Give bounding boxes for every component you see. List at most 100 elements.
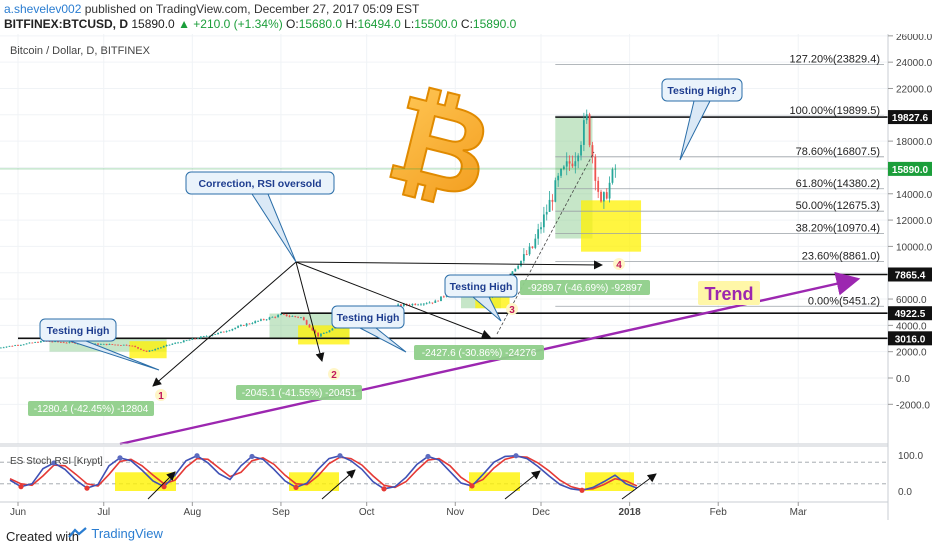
candle-body xyxy=(282,314,285,315)
candle-body xyxy=(97,343,99,345)
candle-body xyxy=(514,268,517,272)
candle-body xyxy=(300,317,302,319)
drawdown-label: -1280.4 (-42.45%) -12804 xyxy=(28,401,154,416)
candle-body xyxy=(600,191,602,202)
candle-body xyxy=(34,342,37,343)
candle-body xyxy=(137,347,139,349)
candle-body xyxy=(160,347,162,349)
indicator-axis: 0.0 100.0 xyxy=(898,451,923,498)
zone-yellow-1 xyxy=(129,341,167,359)
author-link[interactable]: a.shevelev002 xyxy=(4,2,82,16)
price-flag-bg xyxy=(888,267,932,282)
callout-box xyxy=(661,78,743,102)
rsi-tick-label: 100.0 xyxy=(898,451,923,462)
candle-body xyxy=(288,316,291,317)
indicator-name: ES Stoch RSI [Krypt] xyxy=(10,456,103,467)
chart-canvas[interactable]: 127.20%(23829.4) 100.00%(19899.5) 78.60%(1… xyxy=(0,34,932,520)
callout-text: Testing High xyxy=(337,312,400,324)
candle-body xyxy=(537,229,540,239)
symbol-line: BITFINEX:BTCUSD, D 15890.0 ▲ +210.0 (+1.… xyxy=(4,17,516,31)
brand-name: TradingView xyxy=(91,526,163,541)
candle-body xyxy=(531,246,534,248)
drawdown-marker-bg xyxy=(155,389,167,401)
candle-body xyxy=(525,254,528,255)
drawdown-marker: 3 xyxy=(506,303,518,316)
candle-body xyxy=(2,347,5,349)
fibonacci-levels: 127.20%(23829.4) 100.00%(19899.5) 78.60%(1… xyxy=(555,53,884,307)
ohlc-close-value: 15890.0 xyxy=(472,17,517,31)
price-tick-label: 14000.0 xyxy=(896,190,932,201)
candle-body xyxy=(314,330,317,333)
candle-body xyxy=(168,344,171,346)
candle-body xyxy=(151,350,154,352)
candle-body xyxy=(534,238,537,248)
candle-body xyxy=(565,161,568,167)
fib-label: 127.20%(23829.4) xyxy=(789,53,880,65)
trend-label-bg xyxy=(698,281,760,305)
drawdown-marker: 4 xyxy=(613,258,625,271)
drawdown-label-text: -2045.1 (-41.55%) -20451 xyxy=(242,388,357,399)
fib-label: 0.00%(5451.2) xyxy=(808,295,880,307)
time-axis[interactable]: Jun Jul Aug Sep Oct Nov Dec 2018 Feb Mar xyxy=(10,502,808,518)
time-tick-label: Feb xyxy=(710,507,728,518)
chart-header: a.shevelev002 published on TradingView.c… xyxy=(0,0,932,34)
rsi-k-line xyxy=(9,454,638,492)
candle-body xyxy=(554,180,557,202)
candle-body xyxy=(11,345,14,347)
candle-body xyxy=(31,342,34,344)
zone-yellow-2 xyxy=(298,325,350,345)
time-tick-label: Sep xyxy=(272,507,290,518)
candle-body xyxy=(517,265,520,269)
candle-body xyxy=(422,303,425,305)
arrow-hub-3 xyxy=(295,261,491,339)
rsi-arrow xyxy=(321,469,356,500)
candle-body xyxy=(251,323,254,324)
drawdown-label: -9289.7 (-46.69%) -92897 xyxy=(520,280,650,295)
rsi-arrow xyxy=(147,471,176,500)
candle-body xyxy=(308,324,311,328)
publish-line: a.shevelev002 published on TradingView.c… xyxy=(4,2,419,16)
rsi-trough-dot xyxy=(381,486,387,492)
candle-body xyxy=(71,342,74,343)
rsi-peak-dot xyxy=(425,453,431,460)
candle-body xyxy=(322,333,325,334)
candle-body xyxy=(397,304,400,307)
candle-body xyxy=(248,323,251,325)
arrow-hub-1 xyxy=(152,261,297,387)
price-tick-label: -2000.0 xyxy=(896,400,930,411)
candle-body xyxy=(57,341,59,343)
published-text: published on TradingView.com, December 2… xyxy=(84,2,420,16)
callout: Correction, RSI oversold xyxy=(185,171,335,263)
candle-body xyxy=(285,314,288,317)
time-tick-label: Aug xyxy=(183,507,201,518)
callout-pointer xyxy=(69,340,160,371)
rsi-zone xyxy=(115,472,176,491)
rsi-arrow xyxy=(621,473,657,500)
rsi-peak-dot xyxy=(249,453,255,460)
candle-body xyxy=(111,344,114,345)
candle-body xyxy=(551,199,554,202)
price-tick-label: 26000.0 xyxy=(896,34,932,43)
drawdown-label-bg xyxy=(28,401,154,416)
candle-body xyxy=(105,343,108,345)
fib-label: 78.60%(16807.5) xyxy=(796,146,880,158)
symbol-label[interactable]: BITFINEX:BTCUSD, D xyxy=(4,17,128,31)
price-axis[interactable]: -2000.00.02000.04000.06000.08000.010000.… xyxy=(888,34,932,411)
callout-pointer xyxy=(472,296,502,322)
trend-label: Trend xyxy=(704,284,753,304)
ohlc-high-key: H: xyxy=(345,17,358,31)
candle-body xyxy=(568,161,571,164)
highlight-zones xyxy=(49,116,642,359)
candle-body xyxy=(602,192,605,202)
candle-body xyxy=(222,331,225,333)
rsi-tick-label: 0.0 xyxy=(898,487,912,498)
candle-body xyxy=(557,175,560,181)
candle-body xyxy=(128,345,131,347)
candle-body xyxy=(162,346,165,348)
candle-body xyxy=(180,342,182,344)
tradingview-brand-link[interactable]: TradingView xyxy=(68,526,163,541)
callout-pointer xyxy=(359,327,407,353)
candle-body xyxy=(197,338,199,340)
rsi-trough-dot xyxy=(469,483,475,489)
candle-body xyxy=(571,163,574,167)
